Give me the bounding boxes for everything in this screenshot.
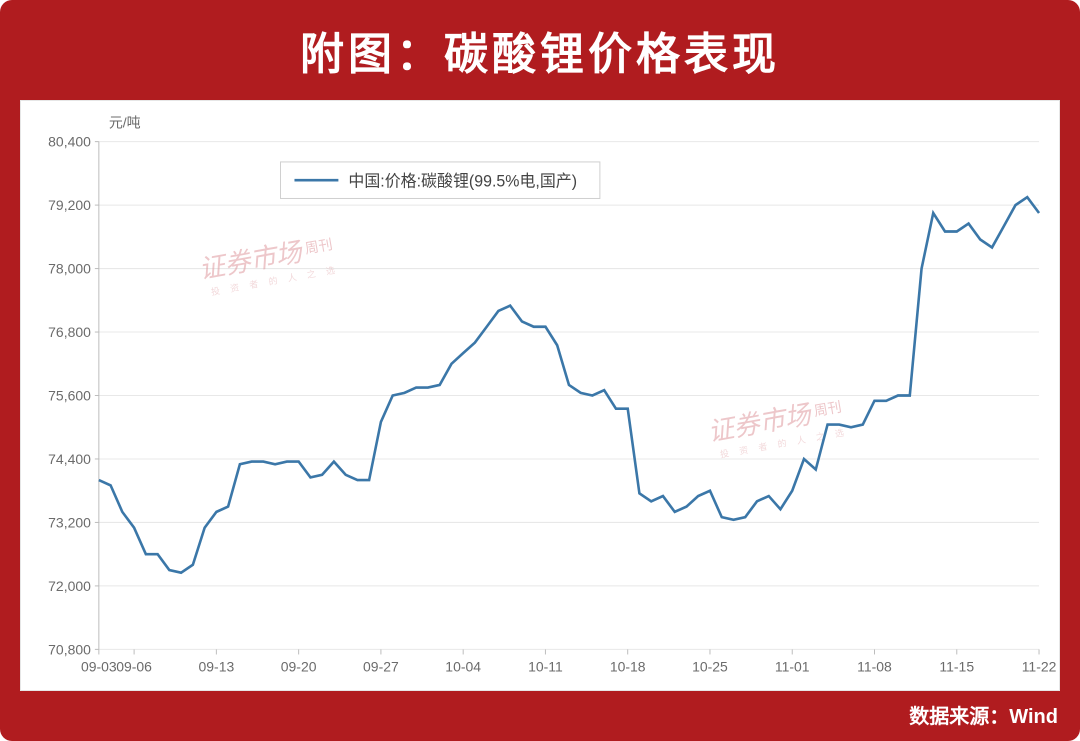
svg-text:周刊: 周刊 [813,399,843,420]
chart-panel: 70,800 72,000 73,200 74,400 75,600 76,800 78,0… [20,100,1060,691]
y-tick-label: 72,000 [48,578,91,594]
y-tick-label: 76,800 [48,324,91,340]
y-tick-label: 74,400 [48,451,91,467]
x-tick-label: 09-13 [199,659,235,675]
y-tick-label: 79,200 [48,197,91,213]
x-tick-label: 09-27 [363,659,399,675]
y-tick-label: 78,000 [48,261,91,277]
svg-text:周刊: 周刊 [304,237,334,258]
price-line-chart: 70,800 72,000 73,200 74,400 75,600 76,800 78,0… [21,101,1059,690]
y-tick-label: 80,400 [48,134,91,150]
x-tick-label: 11-01 [775,659,810,675]
page-title: 附图：碳酸锂价格表现 [300,18,780,82]
y-tick-label: 70,800 [48,641,91,657]
data-source-label: 数据来源：Wind [909,700,1058,729]
y-tick-label: 73,200 [48,514,91,530]
x-tick-label: 10-04 [445,659,481,675]
x-tick-label: 10-18 [610,659,646,675]
y-tick-label: 75,600 [48,387,91,403]
x-tick-label: 09-20 [281,659,317,675]
x-tick-label: 10-11 [528,659,563,675]
x-tick-label: 10-25 [692,659,728,675]
legend-label: 中国:价格:碳酸锂(99.5%电,国产) [348,172,577,190]
watermark: 证券市场周刊投 资 者 的 人 之 选 [197,232,340,299]
x-tick-label: 11-15 [939,659,974,675]
x-tick-label: 11-22 [1022,659,1057,675]
x-tick-label: 09-06 [116,659,152,675]
y-axis-unit: 元/吨 [109,114,141,130]
page-outer: 附图：碳酸锂价格表现 70,800 72,000 73,200 74,400 75,60… [0,0,1080,741]
x-tick-label: 11-08 [857,659,892,675]
x-tick-label: 09-03 [81,659,117,675]
title-bar: 附图：碳酸锂价格表现 [0,0,1080,100]
